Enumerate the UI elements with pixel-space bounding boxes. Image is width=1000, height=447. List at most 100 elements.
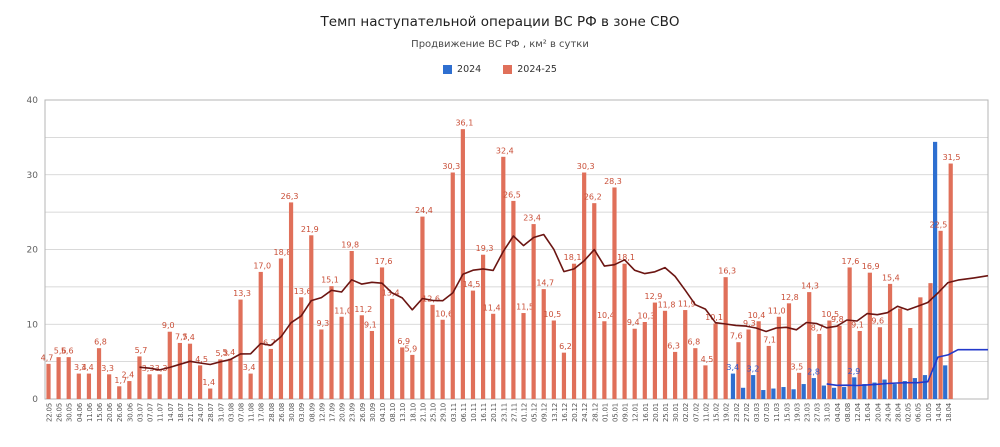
- x-tick-label: 23.11: [500, 403, 508, 422]
- y-tick-label: 40: [27, 96, 39, 106]
- x-tick-label: 06.05: [915, 403, 923, 422]
- bar-2024: [852, 377, 857, 399]
- bar-label-2024-25: 1,7: [114, 376, 127, 385]
- x-tick-label: 21.07: [187, 403, 195, 422]
- line-ma10-2024: [826, 348, 988, 387]
- bar-2024-25: [847, 267, 852, 399]
- bar-2024: [872, 382, 877, 399]
- bar-2024-25: [551, 320, 556, 399]
- bar-2024-25: [723, 277, 728, 399]
- chart-subtitle: Продвижение ВС РФ , км² в сутки: [411, 39, 589, 50]
- y-tick-label: 10: [27, 320, 39, 330]
- bar-2024-25: [837, 325, 842, 399]
- bar-label-2024-25: 10,3: [637, 312, 655, 321]
- bar-2024-25: [652, 302, 658, 399]
- bar-2024-25: [329, 286, 334, 399]
- bar-2024-25: [288, 202, 294, 399]
- bar-label-2024-25: 23,4: [523, 214, 541, 223]
- x-tick-label: 13.12: [551, 403, 559, 422]
- x-tick-label: 03.09: [298, 403, 306, 422]
- bar-label-2024-25: 9,4: [627, 318, 640, 327]
- bar-2024-25: [440, 319, 445, 399]
- x-tick-label: 04.04: [834, 402, 842, 422]
- bar-2024-25: [218, 359, 223, 399]
- y-tick-label: 20: [27, 246, 39, 256]
- bar-label-2024-25: 9,0: [162, 321, 175, 330]
- x-tick-label: 17.08: [258, 403, 266, 422]
- bar-label-2024-25: 5,7: [135, 346, 148, 355]
- bar-label-2024-25: 3,3: [155, 364, 168, 373]
- bar-2024-25: [268, 348, 273, 399]
- x-tick-label: 22.05: [46, 403, 54, 422]
- x-tick-label: 26.05: [56, 403, 64, 422]
- x-tick-label: 10.11: [470, 403, 478, 422]
- x-tick-label: 25.10: [430, 403, 438, 422]
- x-tick-label: 01.12: [521, 403, 529, 422]
- x-tick-label: 27.03: [814, 403, 822, 422]
- bar-label-2024-25: 11,8: [658, 300, 676, 309]
- bar-2024: [902, 381, 907, 399]
- bar-label-2024-25: 10,4: [597, 311, 615, 320]
- x-tick-label: 02.02: [682, 403, 690, 422]
- bar-label-2024-25: 6,3: [667, 341, 680, 350]
- x-tick-label: 12.04: [854, 402, 862, 422]
- x-tick-label: 14.04: [935, 402, 943, 422]
- bar-2024: [751, 375, 756, 399]
- bar-label-2024-25: 2,4: [121, 371, 134, 380]
- x-tick-label: 23.02: [733, 403, 741, 422]
- bar-label-2024-25: 32,4: [496, 146, 514, 155]
- bar-2024-25: [258, 271, 263, 399]
- bar-label-2024-25: 9,6: [871, 317, 884, 326]
- bar-label-2024-25: 10,6: [435, 309, 453, 318]
- x-tick-label: 11.06: [86, 402, 94, 422]
- bar-2024: [892, 384, 897, 399]
- x-tick-label: 30.08: [288, 403, 296, 422]
- bar-2024-25: [622, 263, 627, 399]
- bar-2024-25: [430, 304, 435, 399]
- bar-2024-25: [541, 289, 546, 399]
- x-tick-label: 27.11: [510, 403, 518, 422]
- bar-2024-25: [410, 354, 415, 399]
- bar-label-2024-25: 11,4: [483, 303, 501, 312]
- bar-2024-25: [531, 224, 536, 399]
- bar-2024-25: [86, 373, 92, 399]
- x-tick-label: 19.02: [723, 403, 731, 422]
- bar-label-2024-25: 7,6: [730, 332, 743, 341]
- bar-2024-25: [877, 327, 883, 399]
- legend-item-2024-25: 2024-25: [503, 64, 557, 75]
- bar-label-2024-25: 6,7: [263, 338, 276, 347]
- x-tick-label: 03.08: [227, 403, 235, 422]
- x-tick-label: 11.08: [248, 403, 256, 422]
- bar-2024-25: [673, 351, 678, 399]
- bar-2024-25: [319, 329, 324, 399]
- x-tick-label: 06.11: [460, 403, 468, 422]
- bar-label-2024-25: 36,1: [455, 119, 473, 128]
- x-tick-label: 04.10: [379, 403, 387, 422]
- bar-2024-25: [349, 250, 354, 399]
- bar-2024-25: [602, 321, 607, 399]
- bar-label-2024-25: 14,7: [536, 279, 554, 288]
- legend-swatch-2024: [443, 65, 453, 74]
- x-tick-label: 28.07: [207, 403, 215, 422]
- x-tick-label: 11.02: [702, 403, 710, 422]
- bar-label-2024-25: 4,5: [195, 355, 208, 364]
- x-tick-label: 07.02: [692, 403, 700, 422]
- x-tick-label: 26.06: [116, 402, 124, 422]
- x-tick-label: 26.09: [359, 403, 367, 422]
- bar-label-2024-25: 22,5: [929, 220, 947, 229]
- bar-2024-25: [167, 331, 172, 399]
- x-tick-label: 29.10: [440, 403, 448, 422]
- x-tick-label: 30.01: [672, 403, 680, 422]
- bar-label-2024-25: 19,3: [476, 244, 494, 253]
- bar-2024-25: [400, 347, 405, 399]
- bar-label-2024-25: 13,6: [294, 287, 312, 296]
- bar-2024-25: [582, 172, 587, 399]
- bar-2024-25: [908, 327, 913, 399]
- bar-2024-25: [369, 330, 375, 399]
- x-tick-label: 21.10: [419, 403, 427, 422]
- bar-2024-25: [480, 254, 486, 399]
- bar-2024: [862, 384, 867, 399]
- bar-2024-25: [339, 316, 344, 399]
